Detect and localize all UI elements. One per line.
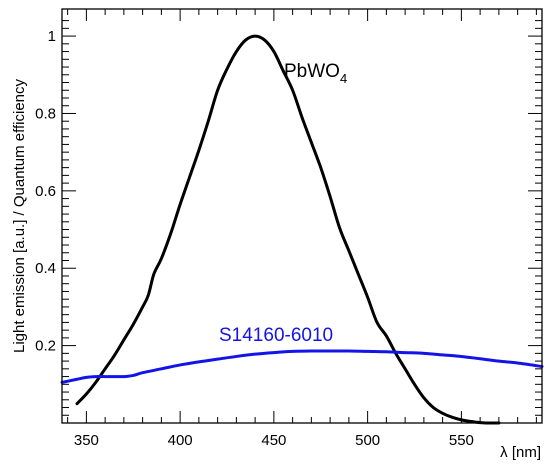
- x-tick-label: 500: [355, 432, 380, 449]
- series-label-pbwo4: PbWO4: [284, 61, 347, 86]
- axis-tick-labels: 350 400 450 500 550 0.2 0.4 0.6 0.8 1: [35, 28, 474, 449]
- x-tick-label: 450: [261, 432, 286, 449]
- x-tick-label: 400: [168, 432, 193, 449]
- y-tick-label: 0.8: [35, 105, 56, 122]
- series-line-pbwo4: [75, 34, 501, 425]
- series-labels: PbWO4 S14160-6010: [219, 61, 347, 346]
- axis-ticks: [62, 9, 542, 423]
- y-tick-label: 1: [48, 28, 56, 45]
- series-lines: [60, 34, 544, 425]
- y-tick-label: 0.2: [35, 338, 56, 355]
- x-axis-title: λ [nm]: [500, 444, 541, 461]
- x-tick-label: 550: [449, 432, 474, 449]
- series-label-pbwo4-sub: 4: [340, 71, 347, 86]
- plot-frame: [61, 8, 543, 424]
- y-tick-label: 0.6: [35, 183, 56, 200]
- series-line-s14160-6010: [60, 349, 544, 384]
- y-axis-title: Light emission [a.u.] / Quantum efficien…: [11, 78, 28, 353]
- series-label-pbwo4-main: PbWO: [284, 61, 340, 82]
- x-tick-label: 350: [74, 432, 99, 449]
- y-tick-label: 0.4: [35, 260, 56, 277]
- series-label-s14160: S14160-6010: [219, 325, 333, 346]
